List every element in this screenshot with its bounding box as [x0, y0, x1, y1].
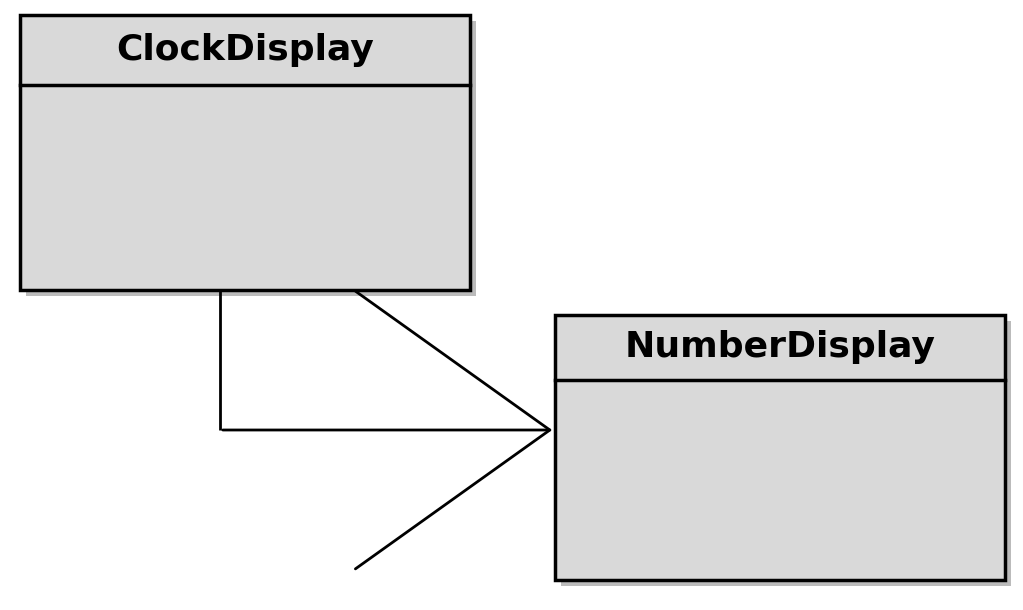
Bar — [555, 315, 1005, 580]
Text: NumberDisplay: NumberDisplay — [625, 331, 935, 365]
Bar — [20, 15, 470, 290]
Bar — [26, 21, 476, 296]
Bar — [561, 321, 1011, 586]
Text: ClockDisplay: ClockDisplay — [117, 33, 373, 67]
